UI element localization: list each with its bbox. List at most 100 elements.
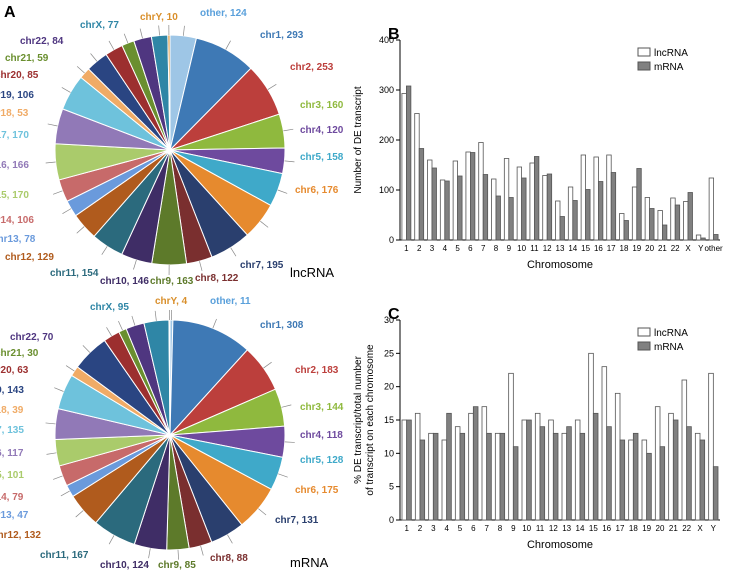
svg-text:13: 13 — [556, 244, 565, 253]
svg-text:10: 10 — [522, 524, 531, 533]
bar-lncRNA-11 — [530, 163, 534, 240]
pie-label-chr4: chr4, 118 — [300, 430, 343, 441]
svg-text:14: 14 — [568, 244, 577, 253]
pie-label-chr9: chr9, 163 — [150, 276, 193, 287]
bar-lncRNA-3 — [428, 160, 432, 240]
pie-label-chr22: chr22, 84 — [20, 36, 63, 47]
svg-text:13: 13 — [562, 524, 571, 533]
pie-label-chr3: chr3, 144 — [300, 402, 343, 413]
svg-text:19: 19 — [632, 244, 641, 253]
svg-text:400: 400 — [379, 35, 394, 45]
bar-mRNA-4 — [447, 413, 452, 520]
bar-lncRNA-19 — [632, 187, 636, 240]
pie-label-chr17: chr17, 135 — [0, 425, 24, 436]
bar-mRNA-19 — [647, 453, 652, 520]
pie-label-chr16: chr16, 166 — [0, 160, 29, 171]
svg-text:8: 8 — [494, 244, 499, 253]
svg-text:8: 8 — [498, 524, 503, 533]
bar-mRNA-14 — [573, 201, 577, 241]
svg-text:10: 10 — [517, 244, 526, 253]
bar-lncRNA-19 — [642, 440, 647, 520]
svg-text:16: 16 — [602, 524, 611, 533]
bar-lncRNA-21 — [669, 413, 674, 520]
bar-lncRNA-17 — [607, 155, 611, 240]
pie-label-chr8: chr8, 122 — [195, 273, 238, 284]
pie-label-chr3: chr3, 160 — [300, 100, 343, 111]
bar-lncRNA-2 — [415, 413, 420, 520]
pie-label-chr5: chr5, 128 — [300, 455, 343, 466]
svg-text:17: 17 — [607, 244, 616, 253]
pie-label-chr16: chr16, 117 — [0, 448, 23, 459]
pie-label-chr21: chr21, 30 — [0, 348, 38, 359]
legend-lncRNA: lncRNA — [654, 328, 688, 339]
pie-label-chrY: chrY, 10 — [140, 12, 178, 23]
svg-text:18: 18 — [620, 244, 629, 253]
legend-mRNA: mRNA — [654, 62, 684, 73]
bar-lncRNA-5 — [455, 427, 460, 520]
pie-label-other: other, 11 — [210, 296, 251, 307]
bar-lncRNA-10 — [522, 420, 527, 520]
svg-text:19: 19 — [642, 524, 651, 533]
svg-text:15: 15 — [581, 244, 590, 253]
svg-text:6: 6 — [468, 244, 473, 253]
bar-lncRNA-9 — [509, 373, 514, 520]
bar-mRNA-17 — [620, 440, 625, 520]
bar-lncRNA-other — [709, 178, 713, 240]
bar-mRNA-18 — [624, 221, 628, 241]
bar-mRNA-X — [688, 193, 692, 241]
bar-mRNA-19 — [637, 169, 641, 241]
pie-label-chr10: chr10, 146 — [100, 276, 149, 287]
bar-lncRNA-10 — [517, 167, 521, 240]
pie-label-chr9: chr9, 85 — [158, 560, 196, 571]
bar-mRNA-21 — [673, 420, 678, 520]
svg-text:Y: Y — [711, 524, 717, 533]
bar-lncRNA-1 — [402, 420, 407, 520]
bar-mRNA-1 — [406, 86, 410, 240]
bar-mRNA-4 — [445, 181, 449, 240]
pie-title-lncrna: lncRNA — [290, 265, 334, 280]
svg-text:4: 4 — [443, 244, 448, 253]
svg-text:5: 5 — [455, 244, 460, 253]
bar-lncRNA-21 — [658, 211, 662, 241]
pie-label-chr6: chr6, 175 — [295, 485, 338, 496]
svg-text:0: 0 — [389, 515, 394, 525]
svg-text:12: 12 — [543, 244, 552, 253]
pie-label-chr15: chr15, 101 — [0, 470, 24, 481]
bar-lncRNA-6 — [466, 152, 470, 240]
pie-label-chr8: chr8, 88 — [210, 553, 248, 564]
bar-mRNA-13 — [560, 217, 564, 241]
svg-text:100: 100 — [379, 185, 394, 195]
pie-label-chr11: chr11, 154 — [50, 268, 98, 279]
svg-text:5: 5 — [389, 482, 394, 492]
pie-label-chr14: chr14, 106 — [0, 215, 34, 226]
bar-mRNA-22 — [675, 205, 679, 240]
bar-lncRNA-5 — [453, 161, 457, 240]
pie-label-chr20: chr20, 85 — [0, 70, 38, 81]
bar-mRNA-20 — [660, 447, 665, 520]
bar-lncRNA-22 — [682, 380, 687, 520]
bar-lncRNA-1 — [402, 94, 406, 241]
bar-mRNA-5 — [460, 433, 465, 520]
pie-label-chr1: chr1, 293 — [260, 30, 303, 41]
svg-text:2: 2 — [417, 244, 422, 253]
svg-text:2: 2 — [418, 524, 423, 533]
svg-text:25: 25 — [384, 348, 394, 358]
pie-label-chr21: chr21, 59 — [5, 53, 48, 64]
pie-label-chr1: chr1, 308 — [260, 320, 303, 331]
x-axis-label: Chromosome — [527, 539, 593, 551]
bar-mRNA-16 — [607, 427, 612, 520]
svg-text:X: X — [697, 524, 703, 533]
pie-label-chr2: chr2, 253 — [290, 62, 333, 73]
bar-lncRNA-12 — [549, 420, 554, 520]
pie-label-chr13: chr13, 78 — [0, 234, 35, 245]
bar-mRNA-7 — [487, 433, 492, 520]
pie-label-chr2: chr2, 183 — [295, 365, 338, 376]
pie-label-chr19: chr19, 143 — [0, 385, 24, 396]
bar-lncRNA-8 — [492, 179, 496, 240]
chart-b: 0100200300400123456789101112131415161718… — [345, 30, 735, 290]
pie-label-chr14: chr14, 79 — [0, 492, 23, 503]
bar-lncRNA-4 — [442, 440, 447, 520]
bar-lncRNA-16 — [594, 157, 598, 240]
bar-mRNA-2 — [420, 440, 425, 520]
bar-mRNA-20 — [650, 209, 654, 241]
